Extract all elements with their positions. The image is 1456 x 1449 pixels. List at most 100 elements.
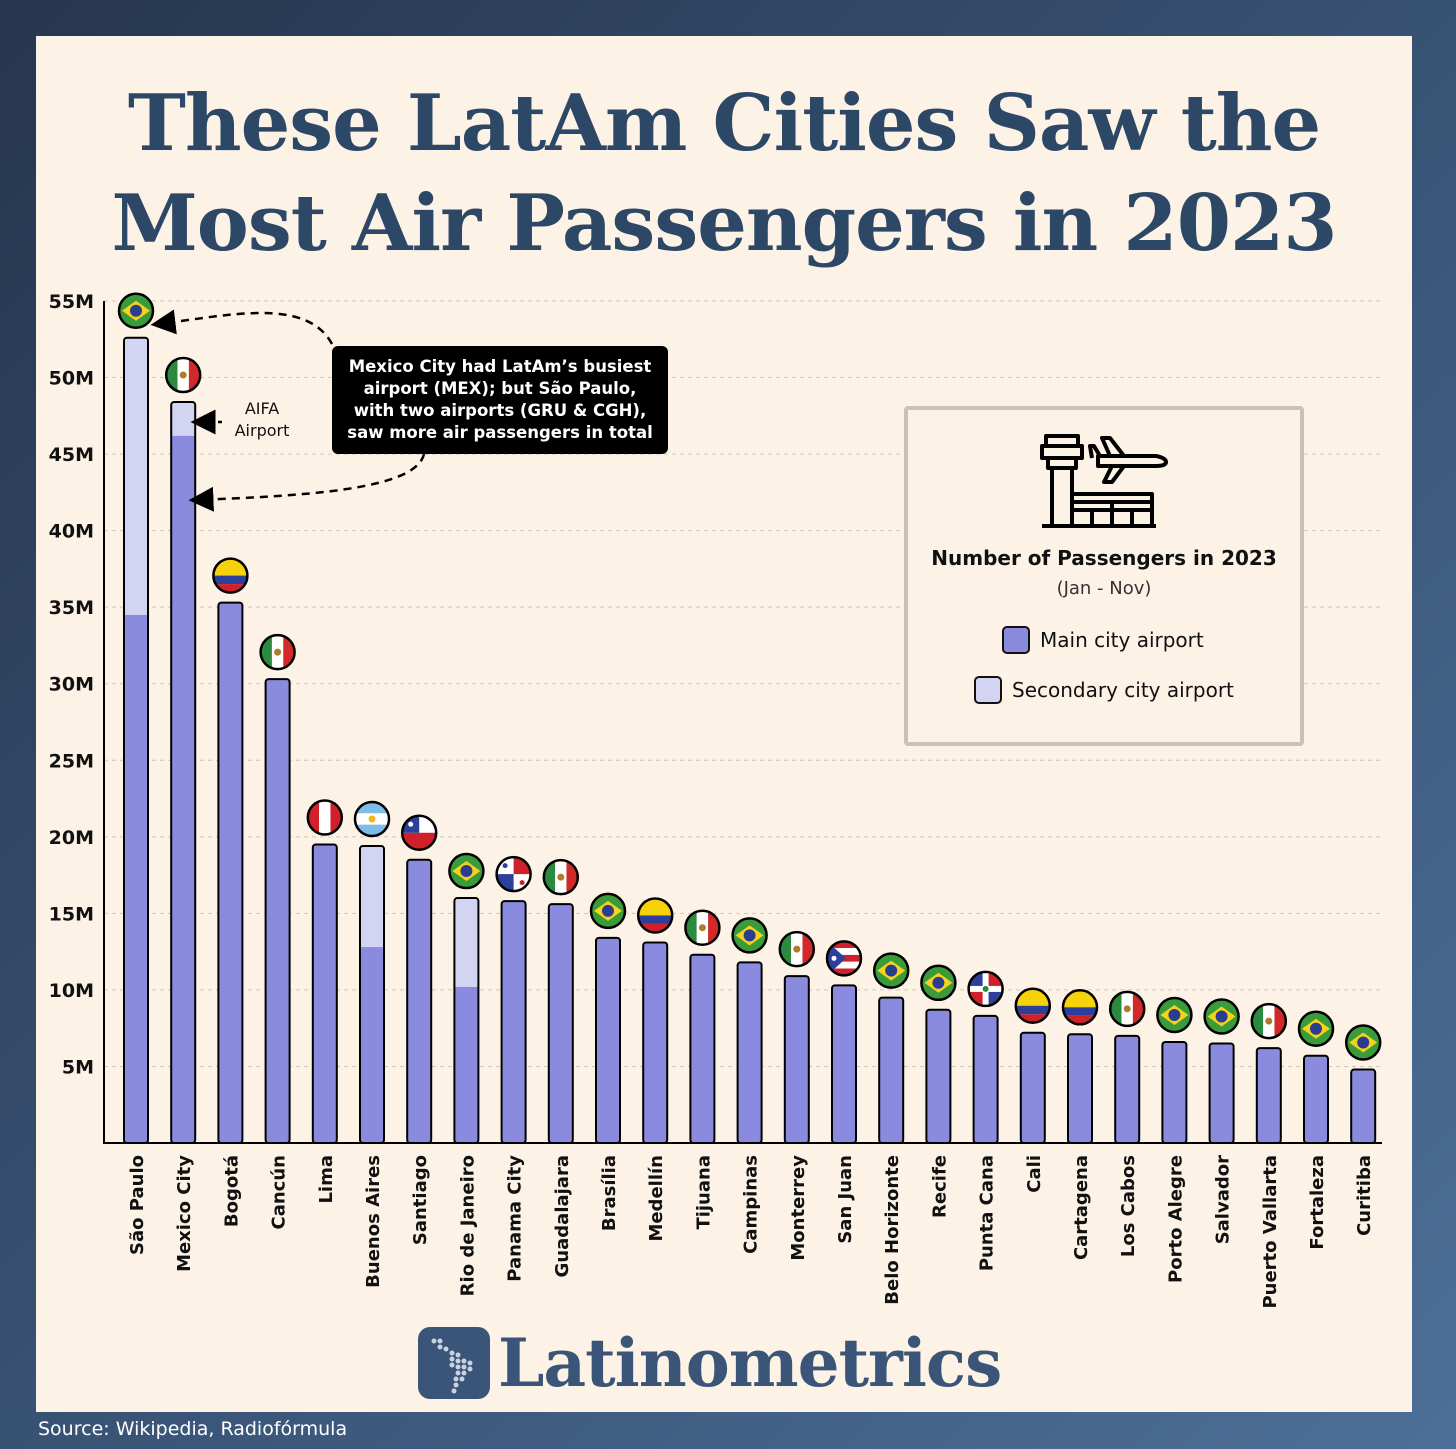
bar-main [548, 904, 573, 1143]
x-tick-label: Medellín [646, 1155, 667, 1242]
x-tick-label: Porto Alegre [1165, 1155, 1186, 1283]
bar-outline [359, 845, 385, 1145]
bar-main [124, 614, 148, 1143]
x-tick-label: Cancún [269, 1155, 290, 1229]
x-tick-label: Belo Horizonte [882, 1155, 903, 1305]
annotation-line-3: with two airports (GRU & CGH), [353, 401, 647, 420]
x-tick-label: Curitiba [1354, 1155, 1375, 1236]
bar-outline [1208, 1042, 1235, 1144]
flag-brazil-icon [872, 952, 910, 989]
bar-outline [1067, 1033, 1093, 1145]
y-tick-label: 40M [49, 521, 94, 543]
bar-outline [689, 953, 716, 1144]
x-tick-label: Rio de Janeiro [457, 1155, 478, 1296]
x-tick-label: Lima [316, 1155, 337, 1204]
source-note: Source: Wikipedia, Radiofórmula [38, 1418, 348, 1440]
flag-colombia-icon [1014, 987, 1052, 1025]
x-tick-label: Buenos Aires [363, 1155, 384, 1288]
bar-main [973, 1015, 998, 1143]
flag-argentina-icon [353, 800, 391, 838]
flag-colombia-icon [636, 897, 674, 934]
flag-peru-icon [306, 799, 344, 836]
bar-outline [878, 996, 905, 1145]
y-tick-label: 30M [49, 674, 94, 696]
bar-main [312, 844, 337, 1143]
bar-secondary [124, 337, 148, 615]
x-tick-label: Mexico City [174, 1155, 195, 1272]
x-tick-label: Cali [1024, 1155, 1045, 1193]
bar-main [690, 954, 715, 1143]
latam-map-icon [418, 1327, 490, 1399]
flag-mexico-icon [684, 909, 721, 946]
bar-main [596, 937, 620, 1143]
bar-outline [1350, 1068, 1377, 1144]
bar-main [737, 962, 762, 1143]
legend-title: Number of Passengers in 2023 [931, 546, 1277, 570]
x-tick-label: Monterrey [788, 1155, 809, 1261]
bar-main [501, 901, 526, 1143]
bar-main [218, 602, 243, 1143]
bar-main [643, 942, 668, 1143]
annotation-line-2: airport (MEX); but São Paulo, [363, 379, 637, 398]
flag-brazil-icon [731, 917, 768, 954]
bar-outline [1255, 1047, 1282, 1144]
bar-series [123, 336, 1377, 1145]
x-tick-label: Salvador [1213, 1155, 1234, 1244]
x-tick-label: Recife [929, 1155, 950, 1218]
flag-panama-icon [495, 855, 532, 893]
flag-mexico-icon [164, 356, 202, 394]
flag-mexico-icon [259, 633, 296, 671]
y-tick-label: 55M [49, 291, 94, 313]
x-tick-label: Puerto Vallarta [1260, 1155, 1281, 1309]
flag-brazil-icon [1297, 1010, 1335, 1047]
flag-brazil-icon [448, 852, 485, 890]
annotation-line-1: Mexico City had LatAm’s busiest [348, 357, 652, 376]
bar-main [1068, 1034, 1092, 1143]
bar-outline [783, 975, 810, 1145]
x-tick-label: Bogotá [221, 1155, 242, 1227]
annotation-line-4: saw more air passengers in total [347, 423, 653, 442]
bar-main [1162, 1041, 1187, 1143]
flag-colombia-icon [212, 557, 249, 594]
y-tick-label: 20M [49, 827, 94, 849]
title-line-2: Most Air Passengers in 2023 [111, 178, 1337, 269]
bar-main [926, 1009, 951, 1143]
bar-outline [217, 601, 244, 1144]
legend-item-main: Main city airport [1002, 626, 1204, 654]
bar-outline [1019, 1031, 1046, 1144]
bar-main [879, 997, 904, 1143]
flag-mexico-icon [1108, 990, 1146, 1028]
flag-brazil-icon [1344, 1024, 1382, 1061]
flag-mexico-icon [778, 930, 816, 968]
bar-outline [547, 903, 574, 1144]
bar-outline [831, 984, 857, 1144]
bar-outline [453, 897, 480, 1145]
bar-main [832, 985, 856, 1143]
x-tick-label: São Paulo [127, 1155, 148, 1255]
flag-brazil-icon [920, 964, 957, 1002]
x-tick-label: San Juan [835, 1155, 856, 1244]
x-tick-label: Santiago [410, 1155, 431, 1245]
y-tick-label: 45M [49, 444, 94, 466]
x-tick-label: Campinas [741, 1155, 762, 1254]
flag-dominican-republic-icon [967, 970, 1004, 1008]
y-tick-label: 15M [49, 903, 94, 925]
bar-outline [170, 401, 197, 1145]
legend-swatch-main [1002, 626, 1030, 654]
airport-tower-plane-icon [1040, 434, 1168, 528]
bar-chart: 5M 10M 15M 20M 25M 30M 35M 40M 45M 50M 55M São Pau… [49, 291, 1382, 1309]
title-line-1: These LatAm Cities Saw the [127, 78, 1321, 169]
aifa-label-line-1: AIFA [244, 399, 280, 418]
annotation-arrows [150, 309, 426, 512]
bar-outline [595, 936, 621, 1144]
x-axis-labels: São Paulo Mexico City Bogotá Cancún Lima Buen… [127, 1155, 1375, 1309]
aifa-label-line-2: Airport [234, 421, 290, 440]
flag-chile-icon [400, 814, 438, 852]
bar-outline [500, 900, 527, 1145]
flag-brazil-icon [1203, 998, 1240, 1035]
x-tick-label: Los Cabos [1118, 1155, 1139, 1257]
brand-name: Latinometrics [498, 1324, 1002, 1402]
flag-brazil-icon [117, 292, 155, 329]
bar-main [454, 986, 479, 1143]
bar-outline [1303, 1054, 1329, 1144]
